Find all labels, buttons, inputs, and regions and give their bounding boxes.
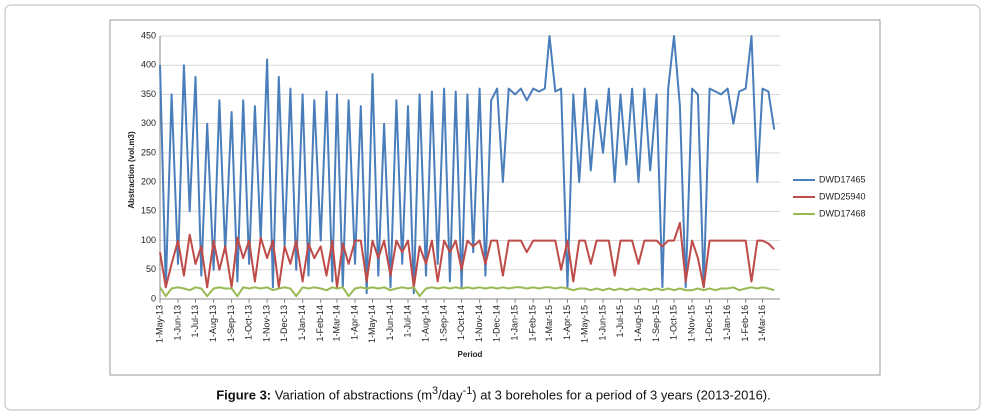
x-tick-label: 1-Aug-15 (633, 305, 643, 342)
x-tick-label: 1-Dec-13 (279, 305, 289, 342)
x-tick-label: 1-Oct-14 (456, 305, 466, 340)
x-tick-label: 1-Nov-15 (686, 305, 696, 342)
x-tick-label: 1-Aug-13 (208, 305, 218, 342)
x-tick-label: 1-Feb-16 (740, 305, 750, 342)
legend-label: DWD17465 (819, 174, 866, 184)
x-tick-label: 1-Apr-15 (562, 305, 572, 340)
x-tick-label: 1-Mar-15 (544, 305, 554, 342)
y-tick-label: 400 (141, 60, 156, 70)
x-tick-label: 1-Oct-15 (668, 305, 678, 340)
caption-text: ) at 3 boreholes for a period of 3 years… (472, 387, 771, 403)
caption-text: Variation of abstractions (m (271, 387, 433, 403)
y-axis-label: Abstraction (vol.m3) (127, 131, 136, 209)
chart-frame (109, 19, 881, 376)
x-tick-label: 1-Jan-15 (509, 305, 519, 341)
x-tick-label: 1-Sep-14 (438, 305, 448, 342)
y-tick-label: 50 (146, 264, 156, 274)
x-tick-label: 1-May-14 (367, 305, 377, 343)
x-tick-label: 1-Oct-13 (243, 305, 253, 340)
caption: Figure 3: Variation of abstractions (m3/… (0, 385, 987, 402)
caption-label: Figure 3: (216, 387, 272, 403)
x-tick-label: 1-May-13 (154, 305, 164, 343)
y-tick-label: 0 (151, 293, 156, 303)
series-line (159, 222, 775, 289)
x-tick-label: 1-Sep-15 (651, 305, 661, 342)
x-tick-label: 1-Jul-15 (615, 305, 625, 338)
x-tick-label: 1-Sep-13 (226, 305, 236, 342)
caption-text: /day (438, 387, 463, 403)
series-line (159, 35, 776, 295)
x-tick-label: 1-Jul-13 (190, 305, 200, 338)
legend-label: DWD17468 (819, 208, 866, 218)
caption-sup: -1 (462, 385, 473, 397)
x-tick-label: 1-Jun-15 (597, 305, 607, 341)
x-tick-label: 1-May-15 (579, 305, 589, 343)
y-tick-label: 200 (141, 176, 156, 186)
legend-label: DWD25940 (819, 191, 866, 201)
x-tick-label: 1-Apr-14 (349, 305, 359, 340)
x-tick-label: 1-Mar-16 (757, 305, 767, 342)
card-border (4, 4, 981, 411)
x-tick-label: 1-Feb-14 (315, 305, 325, 342)
y-tick-label: 150 (141, 206, 156, 216)
x-tick-label: 1-Feb-15 (528, 305, 538, 342)
caption-sup: 3 (432, 385, 439, 397)
x-tick-label: 1-Dec-15 (704, 305, 714, 342)
x-tick-label: 1-Mar-14 (331, 305, 341, 342)
x-tick-label: 1-Nov-13 (261, 305, 271, 342)
y-tick-label: 250 (141, 147, 156, 157)
series-line (159, 286, 775, 298)
x-tick-label: 1-Jul-14 (402, 305, 412, 338)
y-tick-label: 350 (141, 89, 156, 99)
x-tick-label: 1-Aug-14 (420, 305, 430, 342)
x-axis-label: Period (458, 350, 483, 359)
x-tick-label: 1-Dec-14 (491, 305, 501, 342)
y-tick-label: 300 (141, 118, 156, 128)
x-tick-label: 1-Nov-14 (474, 305, 484, 342)
x-tick-label: 1-Jan-14 (297, 305, 307, 341)
y-tick-label: 450 (141, 30, 156, 40)
x-tick-label: 1-Jun-13 (172, 305, 182, 341)
y-tick-label: 100 (141, 235, 156, 245)
x-tick-label: 1-Jun-14 (385, 305, 395, 341)
x-tick-label: 1-Jan-16 (722, 305, 732, 341)
